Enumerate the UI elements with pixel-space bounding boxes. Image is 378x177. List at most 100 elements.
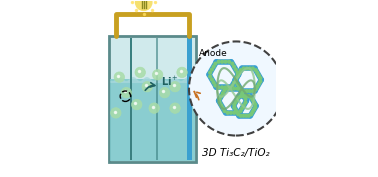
Circle shape bbox=[236, 74, 239, 77]
Circle shape bbox=[233, 81, 235, 84]
Circle shape bbox=[226, 87, 229, 90]
Circle shape bbox=[235, 77, 237, 79]
Circle shape bbox=[212, 65, 215, 68]
Circle shape bbox=[239, 88, 242, 91]
Circle shape bbox=[239, 114, 242, 117]
Circle shape bbox=[256, 71, 259, 74]
Circle shape bbox=[170, 81, 180, 92]
Circle shape bbox=[247, 114, 250, 117]
Circle shape bbox=[142, 81, 152, 92]
Text: 3D Ti₃C₂/TiO₂: 3D Ti₃C₂/TiO₂ bbox=[202, 148, 270, 158]
Circle shape bbox=[220, 95, 223, 98]
Circle shape bbox=[177, 67, 187, 78]
Circle shape bbox=[237, 113, 240, 116]
Circle shape bbox=[236, 83, 239, 85]
Circle shape bbox=[209, 75, 212, 78]
FancyArrowPatch shape bbox=[145, 83, 155, 90]
FancyBboxPatch shape bbox=[130, 38, 132, 160]
Circle shape bbox=[244, 98, 247, 100]
Circle shape bbox=[220, 104, 223, 107]
Circle shape bbox=[254, 88, 257, 91]
Circle shape bbox=[111, 108, 121, 118]
Circle shape bbox=[254, 106, 257, 109]
Circle shape bbox=[222, 92, 224, 95]
Circle shape bbox=[245, 114, 248, 117]
Circle shape bbox=[242, 67, 245, 70]
Circle shape bbox=[209, 71, 212, 74]
Circle shape bbox=[233, 65, 235, 68]
Circle shape bbox=[217, 60, 220, 63]
Circle shape bbox=[229, 87, 232, 90]
Circle shape bbox=[222, 107, 224, 110]
Circle shape bbox=[233, 111, 235, 114]
Circle shape bbox=[135, 67, 146, 78]
Circle shape bbox=[253, 101, 255, 104]
Circle shape bbox=[212, 81, 215, 84]
Circle shape bbox=[214, 62, 217, 65]
Circle shape bbox=[211, 68, 213, 71]
Circle shape bbox=[241, 92, 243, 95]
Circle shape bbox=[234, 68, 237, 71]
Circle shape bbox=[236, 71, 239, 74]
Circle shape bbox=[236, 87, 239, 90]
Circle shape bbox=[245, 90, 248, 93]
Circle shape bbox=[114, 72, 124, 82]
Circle shape bbox=[239, 89, 242, 92]
Circle shape bbox=[250, 113, 253, 116]
Circle shape bbox=[228, 60, 231, 63]
Text: Li$^+$: Li$^+$ bbox=[161, 75, 179, 88]
Circle shape bbox=[234, 78, 237, 81]
Circle shape bbox=[224, 86, 227, 89]
Circle shape bbox=[248, 67, 251, 70]
Circle shape bbox=[235, 98, 238, 101]
Circle shape bbox=[223, 110, 226, 112]
Circle shape bbox=[251, 98, 254, 101]
Circle shape bbox=[217, 86, 220, 89]
Circle shape bbox=[248, 90, 251, 93]
Circle shape bbox=[245, 67, 248, 70]
Circle shape bbox=[244, 101, 247, 104]
Circle shape bbox=[238, 71, 240, 74]
Circle shape bbox=[245, 95, 248, 98]
Circle shape bbox=[259, 77, 262, 79]
Circle shape bbox=[160, 87, 170, 98]
Circle shape bbox=[253, 108, 255, 111]
Circle shape bbox=[247, 95, 250, 98]
FancyBboxPatch shape bbox=[156, 38, 158, 160]
Circle shape bbox=[256, 85, 259, 88]
FancyBboxPatch shape bbox=[110, 79, 195, 161]
Circle shape bbox=[242, 114, 245, 117]
Circle shape bbox=[223, 89, 226, 92]
Circle shape bbox=[214, 84, 217, 87]
Circle shape bbox=[226, 111, 229, 114]
Circle shape bbox=[257, 74, 260, 77]
FancyBboxPatch shape bbox=[109, 36, 196, 162]
Circle shape bbox=[224, 60, 227, 63]
Circle shape bbox=[228, 86, 231, 89]
Circle shape bbox=[231, 62, 234, 65]
Circle shape bbox=[149, 103, 160, 113]
Circle shape bbox=[218, 101, 221, 104]
Circle shape bbox=[259, 80, 262, 83]
Circle shape bbox=[132, 99, 142, 110]
Circle shape bbox=[235, 80, 237, 83]
Circle shape bbox=[257, 83, 260, 85]
Circle shape bbox=[242, 104, 245, 107]
Circle shape bbox=[241, 107, 243, 110]
Circle shape bbox=[234, 108, 237, 111]
Circle shape bbox=[254, 103, 257, 106]
FancyBboxPatch shape bbox=[187, 38, 192, 160]
Circle shape bbox=[251, 90, 254, 93]
Circle shape bbox=[233, 87, 235, 90]
Circle shape bbox=[170, 103, 180, 113]
Text: Anode: Anode bbox=[198, 49, 227, 58]
Circle shape bbox=[121, 87, 132, 98]
Circle shape bbox=[234, 101, 237, 104]
Circle shape bbox=[239, 69, 242, 72]
Circle shape bbox=[189, 41, 283, 136]
Circle shape bbox=[251, 67, 254, 70]
Circle shape bbox=[251, 111, 254, 113]
Circle shape bbox=[242, 90, 245, 93]
Circle shape bbox=[242, 95, 245, 98]
Circle shape bbox=[254, 69, 257, 72]
